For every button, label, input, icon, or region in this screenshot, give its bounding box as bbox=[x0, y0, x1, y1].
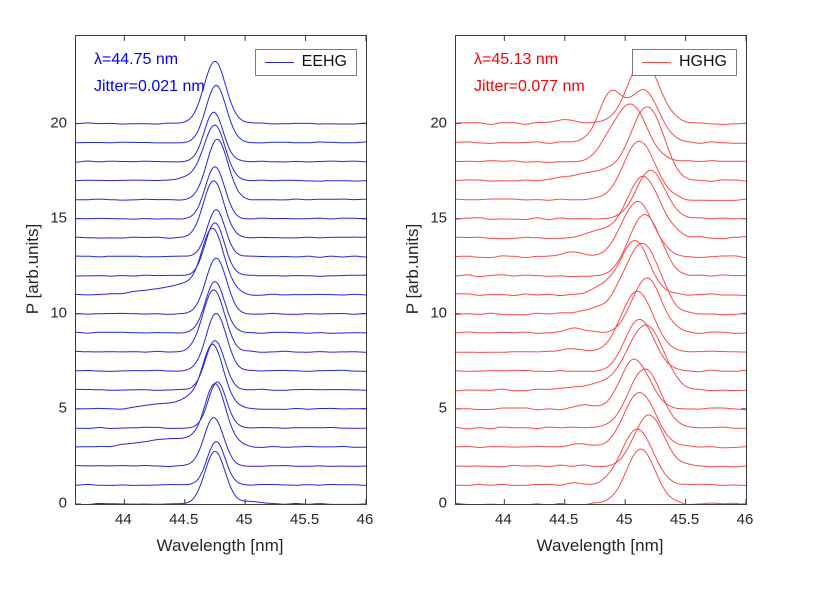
spectrum-line-shot-18 bbox=[76, 111, 366, 163]
spectrum-line-shot-0 bbox=[456, 448, 743, 504]
spectrum-line-shot-19 bbox=[456, 89, 746, 144]
spectrum-line-shot-10 bbox=[456, 242, 746, 316]
spectrum-line-shot-2 bbox=[456, 414, 746, 468]
eehg-annotation: λ=44.75 nm Jitter=0.021 nm bbox=[94, 46, 205, 100]
hghg-plot-area: λ=45.13 nm Jitter=0.077 nm HGHG bbox=[455, 35, 747, 505]
spectrum-line-shot-1 bbox=[456, 428, 746, 486]
spectrum-line-shot-5 bbox=[76, 343, 366, 410]
hghg-annotation: λ=45.13 nm Jitter=0.077 nm bbox=[474, 46, 585, 100]
hghg-legend: HGHG bbox=[632, 49, 737, 76]
x-tick-label: 44 bbox=[494, 511, 512, 528]
spectrum-line-shot-18 bbox=[456, 103, 746, 163]
spectrum-line-shot-14 bbox=[76, 180, 366, 239]
eehg-legend-line-sample bbox=[264, 61, 294, 63]
eehg-legend-label: EEHG bbox=[301, 53, 347, 70]
spectrum-line-shot-15 bbox=[456, 169, 746, 221]
spectrum-line-shot-20 bbox=[456, 59, 746, 125]
spectrum-line-shot-15 bbox=[76, 166, 366, 220]
x-tick-label: 45.5 bbox=[289, 511, 320, 528]
spectrum-line-shot-9 bbox=[456, 277, 746, 334]
spectrum-line-shot-6 bbox=[456, 324, 746, 392]
spectrum-line-shot-11 bbox=[76, 227, 366, 296]
spectrum-line-shot-1 bbox=[76, 441, 366, 486]
spectrum-line-shot-12 bbox=[456, 214, 746, 278]
x-tick-label: 44.5 bbox=[549, 511, 579, 528]
spectrum-line-shot-6 bbox=[76, 340, 366, 391]
y-tick-label: 5 bbox=[58, 399, 67, 417]
x-tick-label: 46 bbox=[356, 511, 374, 528]
spectrum-line-shot-20 bbox=[76, 60, 366, 125]
x-tick-label: 44 bbox=[114, 511, 132, 528]
eehg-jitter-text: Jitter=0.021 nm bbox=[94, 78, 205, 95]
y-tick-label: 20 bbox=[50, 114, 67, 131]
spectrum-line-shot-16 bbox=[76, 138, 366, 201]
hghg-wavelength-text: λ=45.13 nm bbox=[474, 51, 559, 68]
hghg-jitter-text: Jitter=0.077 nm bbox=[474, 78, 585, 95]
spectrum-line-shot-3 bbox=[76, 383, 366, 448]
x-tick-label: 45 bbox=[615, 511, 633, 528]
spectrum-line-shot-7 bbox=[76, 312, 366, 372]
eehg-y-axis-label: P [arb.units] bbox=[23, 223, 42, 315]
y-tick-label: 15 bbox=[430, 209, 447, 227]
x-tick-label: 46 bbox=[736, 511, 754, 528]
y-tick-label: 10 bbox=[50, 304, 67, 322]
x-tick-label: 45 bbox=[235, 511, 253, 528]
spectrum-line-shot-8 bbox=[456, 290, 746, 353]
hghg-x-axis-label: Wavelength [nm] bbox=[536, 536, 664, 555]
eehg-x-axis-label: Wavelength [nm] bbox=[156, 536, 284, 555]
y-tick-label: 5 bbox=[438, 399, 447, 417]
spectrum-line-shot-5 bbox=[456, 358, 746, 411]
eehg-spectra-canvas bbox=[76, 36, 366, 504]
spectrum-line-shot-14 bbox=[456, 175, 746, 240]
eehg-legend: EEHG bbox=[254, 49, 357, 76]
hghg-legend-line-sample bbox=[642, 61, 671, 63]
spectrum-line-shot-17 bbox=[76, 124, 366, 182]
spectrum-line-shot-4 bbox=[76, 381, 366, 429]
spectrum-line-shot-2 bbox=[76, 417, 366, 467]
spectrum-line-shot-12 bbox=[76, 222, 366, 277]
spectrum-line-shot-3 bbox=[456, 392, 746, 449]
spectrum-line-shot-9 bbox=[76, 281, 366, 334]
spectrum-line-shot-11 bbox=[456, 240, 746, 296]
spectrum-line-shot-0 bbox=[79, 450, 366, 504]
spectrum-line-shot-13 bbox=[76, 209, 366, 258]
spectrum-line-shot-13 bbox=[456, 200, 746, 259]
spectrum-line-shot-8 bbox=[76, 289, 366, 353]
hghg-spectra-canvas bbox=[456, 36, 746, 504]
x-tick-label: 45.5 bbox=[669, 511, 700, 528]
eehg-wavelength-text: λ=44.75 nm bbox=[94, 51, 179, 68]
y-tick-label: 0 bbox=[58, 494, 67, 512]
x-tick-label: 44.5 bbox=[169, 511, 199, 528]
eehg-plot-area: λ=44.75 nm Jitter=0.021 nm EEHG bbox=[75, 35, 367, 505]
hghg-legend-label: HGHG bbox=[679, 53, 727, 70]
spectrum-line-shot-16 bbox=[456, 140, 746, 201]
spectrum-line-shot-17 bbox=[456, 106, 746, 182]
y-tick-label: 20 bbox=[430, 114, 447, 131]
spectrum-line-shot-10 bbox=[76, 257, 366, 315]
y-tick-label: 0 bbox=[438, 494, 447, 512]
hghg-y-axis-label: P [arb.units] bbox=[403, 223, 422, 315]
y-tick-label: 10 bbox=[430, 304, 447, 322]
spectrum-line-shot-7 bbox=[456, 318, 746, 373]
y-tick-label: 15 bbox=[50, 209, 67, 227]
spectrum-line-shot-19 bbox=[76, 84, 366, 144]
spectrum-line-shot-4 bbox=[456, 368, 746, 430]
axis-ticks bbox=[76, 36, 366, 504]
